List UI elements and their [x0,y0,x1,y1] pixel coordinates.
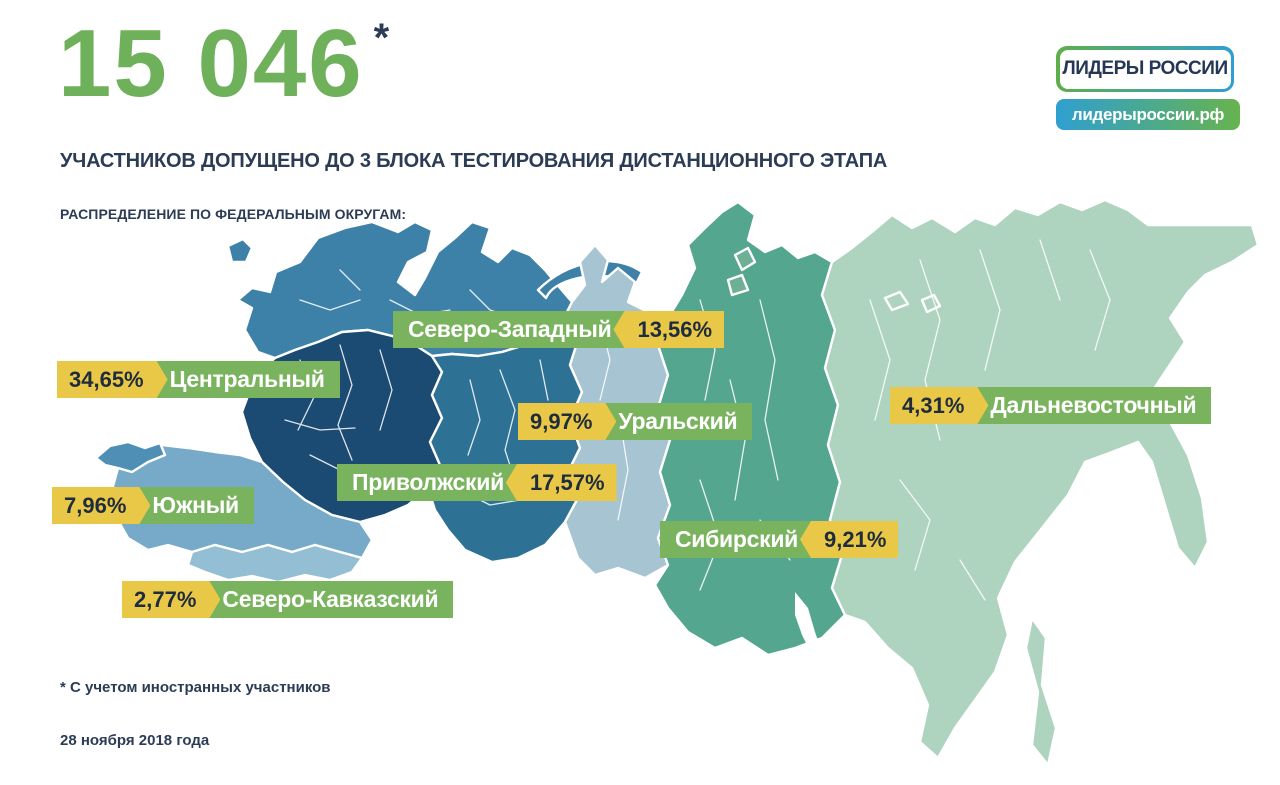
label-fareast: 4,31% Дальневосточный [890,387,1212,424]
distribution-caption: РАСПРЕДЕЛЕНИЕ ПО ФЕДЕРАЛЬНЫМ ОКРУГАМ: [60,206,407,222]
logo-website-badge: лидерыроссии.рф [1056,99,1240,130]
central-value: 34,65% [57,361,168,398]
footnote-asterisk: * [373,16,392,60]
fareast-name: Дальневосточный [975,387,1212,424]
south-name: Южный [137,487,254,524]
volga-value: 17,57% [505,464,617,501]
northwest-value: 13,56% [613,311,725,348]
label-south: 7,96% Южный [52,487,254,524]
siberia-value: 9,21% [800,521,899,558]
label-caucasus: 2,77% Северо-Кавказский [122,581,454,618]
volga-name: Приволжский [337,464,519,501]
district-fareast-shape [820,198,1260,760]
lake-baikal [795,592,822,655]
district-volga-shape [426,320,584,564]
ural-value: 9,97% [518,403,616,440]
central-name: Центральный [154,361,340,398]
label-ural: 9,97% Уральский [518,403,753,440]
caucasus-name: Северо-Кавказский [207,581,454,618]
fareast-value: 4,31% [890,387,988,424]
footnote-text: * С учетом иностранных участников [60,679,331,696]
page-title: УЧАСТНИКОВ ДОПУЩЕНО ДО 3 БЛОКА ТЕСТИРОВА… [60,150,888,172]
ural-name: Уральский [603,403,753,440]
district-caucasus-shape [186,543,364,584]
south-value: 7,96% [52,487,150,524]
crimea-shape [94,440,167,474]
label-siberia: Сибирский 9,21% [660,521,899,558]
date-text: 28 ноября 2018 года [60,732,210,749]
logo-title: ЛИДЕРЫ РОССИИ [1059,49,1231,89]
northwest-name: Северо-Западный [393,311,627,348]
participants-count: 15 046 * [58,10,392,117]
kaliningrad-shape [226,237,254,264]
label-volga: Приволжский 17,57% [337,464,617,501]
caucasus-value: 2,77% [122,581,220,618]
sakhalin-shape [1024,616,1058,767]
label-northwest: Северо-Западный 13,56% [393,311,725,348]
label-central: 34,65% Центральный [57,361,340,398]
siberia-name: Сибирский [660,521,814,558]
arctic-islands-west [726,246,757,297]
arctic-islands-east [883,290,942,314]
leaders-of-russia-logo: ЛИДЕРЫ РОССИИ [1056,46,1234,92]
